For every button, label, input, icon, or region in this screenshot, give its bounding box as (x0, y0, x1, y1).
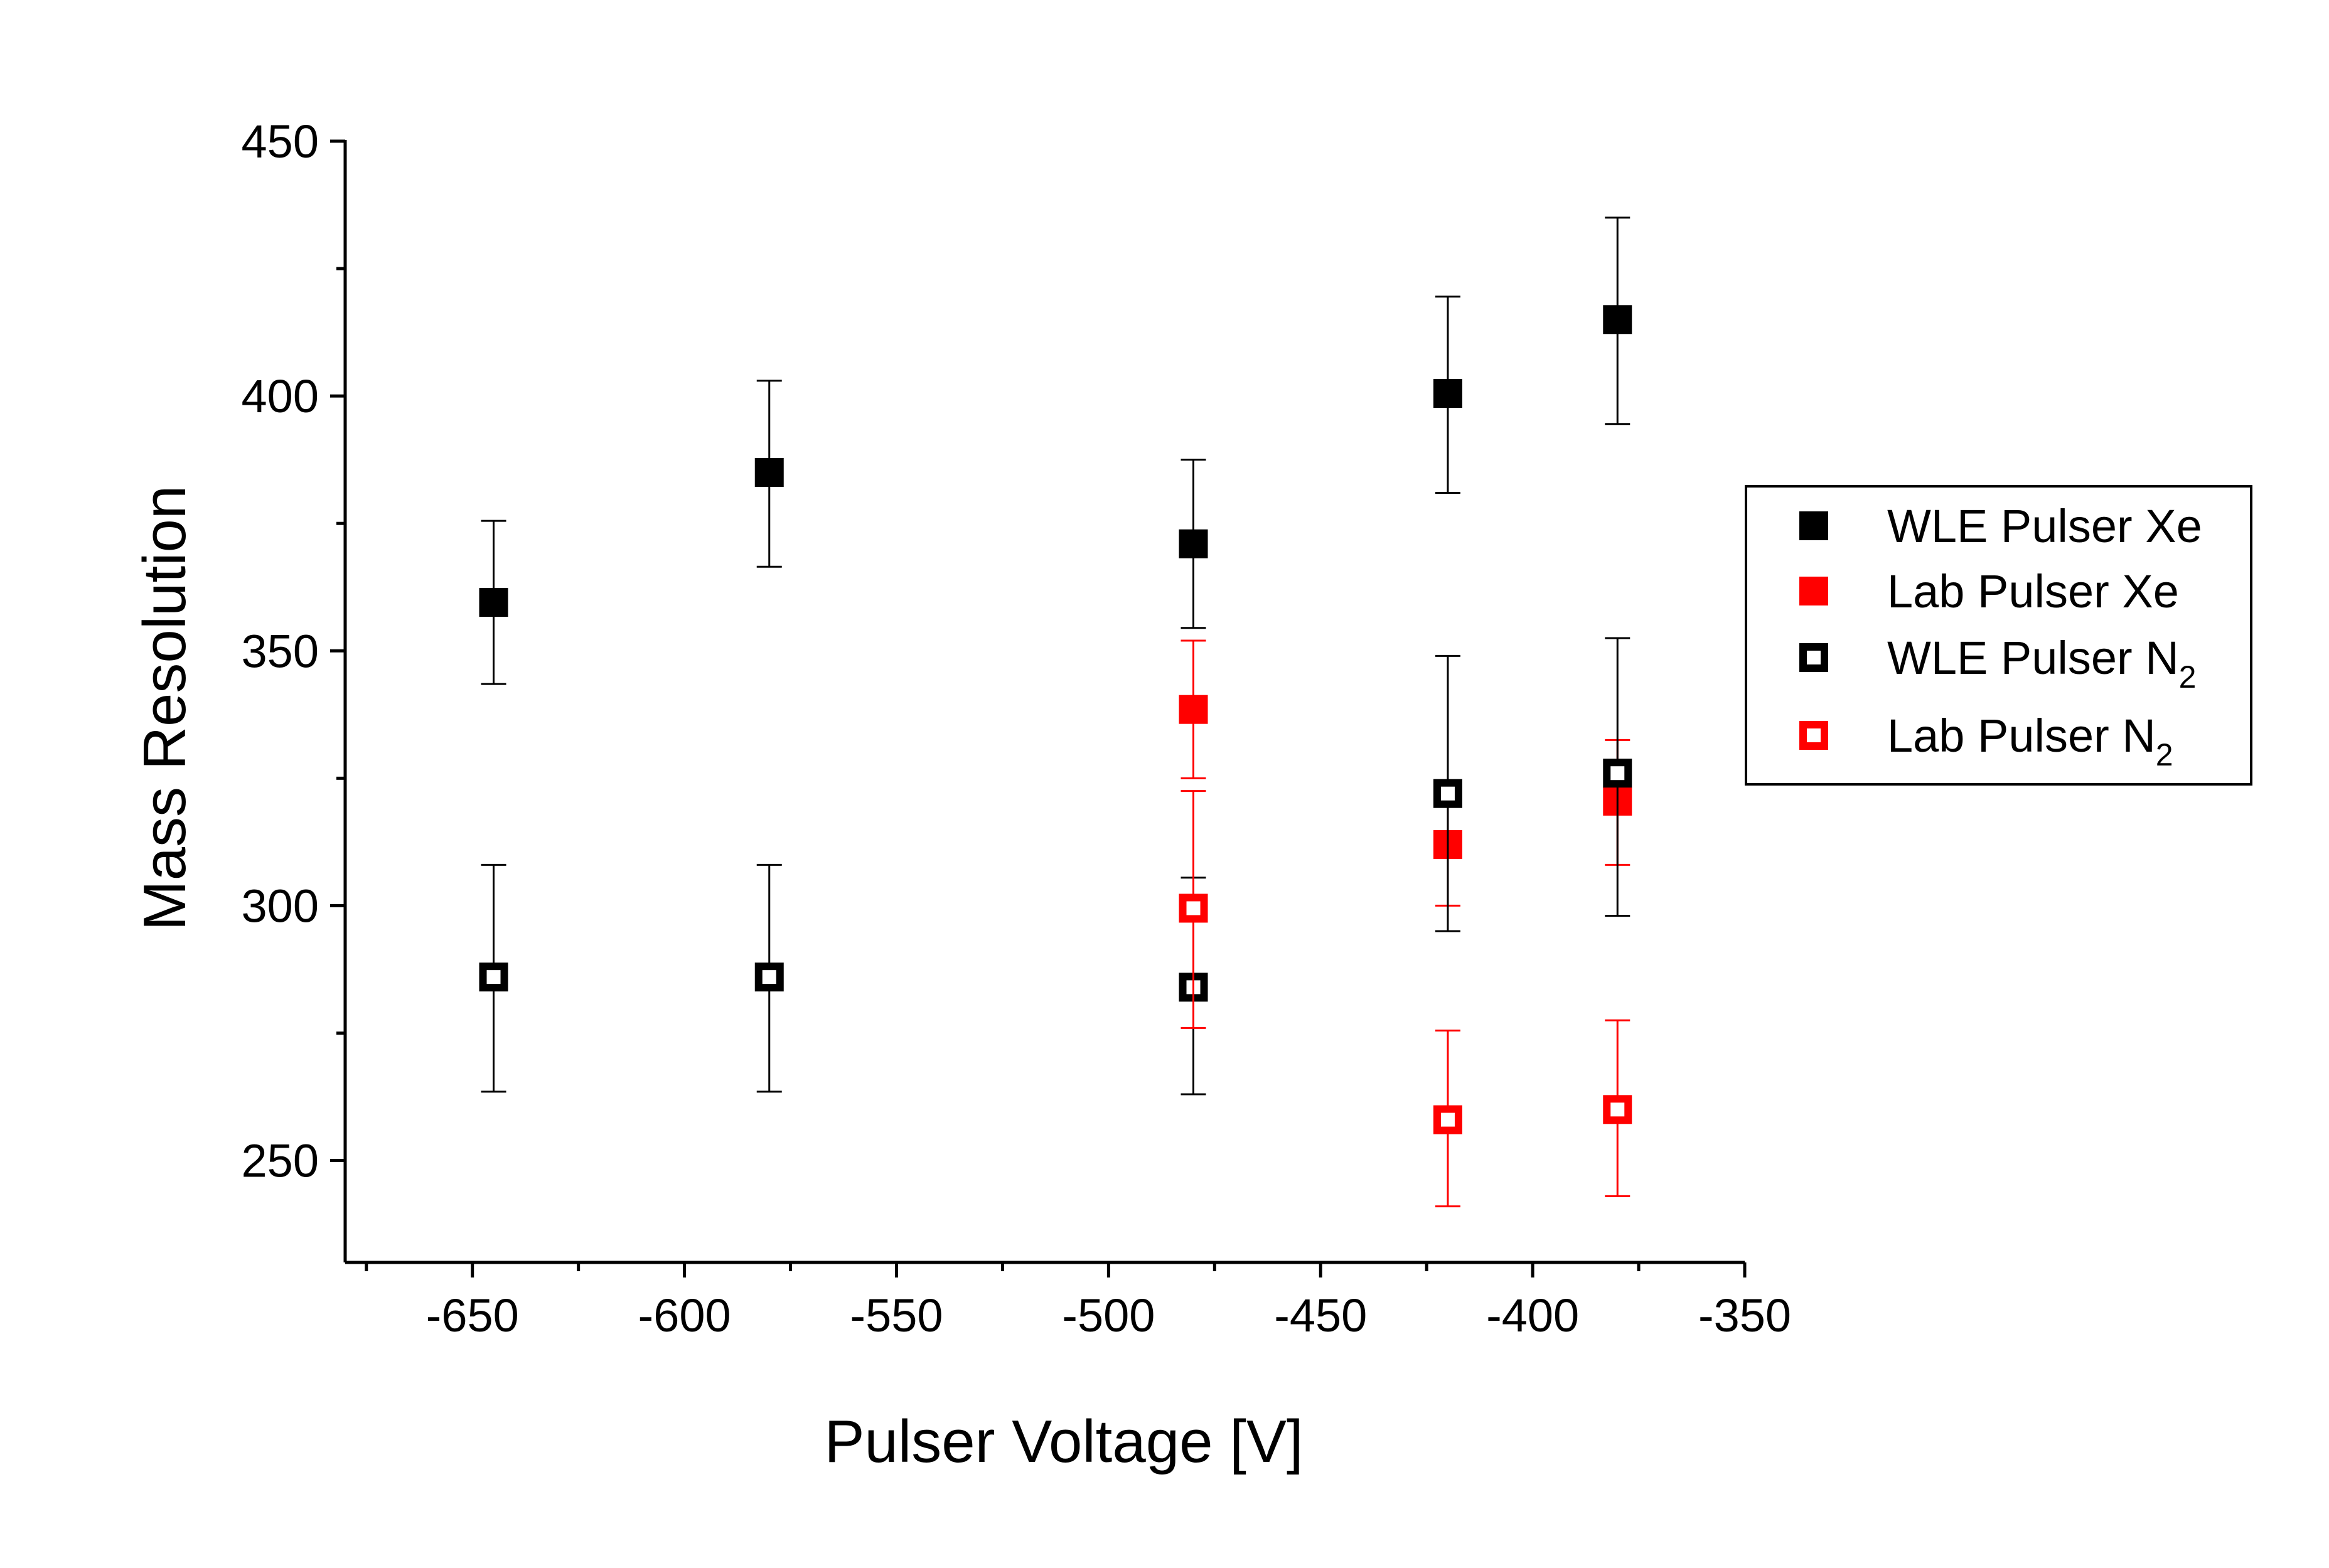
series-wle-pulser-xe (479, 216, 1632, 685)
x-tick-label: -350 (1698, 1289, 1791, 1341)
series-lab-pulser-n2 (1179, 790, 1632, 1208)
data-point (1603, 305, 1632, 334)
legend-label-subscript: 2 (2156, 737, 2173, 772)
data-point (1433, 779, 1462, 808)
legend-item: WLE Pulser Xe (1799, 500, 2202, 552)
data-point (1433, 1105, 1462, 1134)
legend-label: Lab Pulser Xe (1887, 565, 2179, 617)
y-tick-label: 350 (242, 625, 319, 677)
x-axis-title: Pulser Voltage [V] (824, 1408, 1303, 1475)
legend-marker (1799, 511, 1828, 540)
data-point (1179, 893, 1208, 923)
data-point (754, 963, 784, 992)
legend-marker (1799, 643, 1828, 672)
x-tick-label: -450 (1274, 1289, 1367, 1341)
data-point (479, 963, 508, 992)
data-point (1603, 1095, 1632, 1124)
y-tick-label: 450 (242, 115, 319, 168)
x-tick-label: -500 (1062, 1289, 1155, 1341)
legend-marker (1799, 577, 1828, 605)
x-tick-label: -550 (850, 1289, 943, 1341)
data-point (754, 457, 784, 487)
y-tick-label: 250 (242, 1135, 319, 1187)
data-point (1179, 695, 1208, 724)
legend-marker (1799, 721, 1828, 750)
y-tick-label: 400 (242, 370, 319, 422)
data-point (479, 588, 508, 617)
legend-item: Lab Pulser Xe (1799, 565, 2179, 617)
x-tick-label: -600 (638, 1289, 731, 1341)
data-point (1433, 379, 1462, 408)
series-wle-pulser-n2 (479, 637, 1632, 1096)
data-point (1603, 759, 1632, 788)
y-axis-title: Mass Resolution (131, 486, 198, 931)
legend-label: WLE Pulser Xe (1887, 500, 2202, 552)
plot-series (479, 216, 1632, 1208)
legend-box (1745, 485, 2252, 786)
x-tick-label: -650 (426, 1289, 519, 1341)
x-tick-label: -400 (1486, 1289, 1579, 1341)
ticks: -650 -600 -550 -500 -450 -400 -350 250 300 350 400… (242, 115, 1792, 1341)
y-tick-label: 300 (242, 880, 319, 932)
data-point (1179, 529, 1208, 558)
legend-label-subscript: 2 (2179, 659, 2197, 695)
